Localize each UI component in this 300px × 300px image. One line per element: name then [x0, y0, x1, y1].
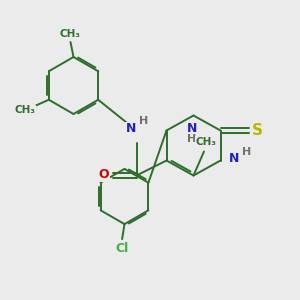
- Text: O: O: [99, 168, 110, 182]
- Text: N: N: [187, 122, 197, 135]
- Text: H: H: [140, 116, 148, 126]
- Text: N: N: [126, 122, 136, 136]
- Text: N: N: [229, 152, 239, 166]
- Text: S: S: [252, 123, 263, 138]
- Text: Cl: Cl: [115, 242, 128, 255]
- Text: CH₃: CH₃: [196, 137, 217, 147]
- Text: H: H: [242, 147, 251, 157]
- Text: CH₃: CH₃: [59, 28, 80, 39]
- Text: H: H: [188, 134, 196, 144]
- Text: CH₃: CH₃: [15, 105, 36, 115]
